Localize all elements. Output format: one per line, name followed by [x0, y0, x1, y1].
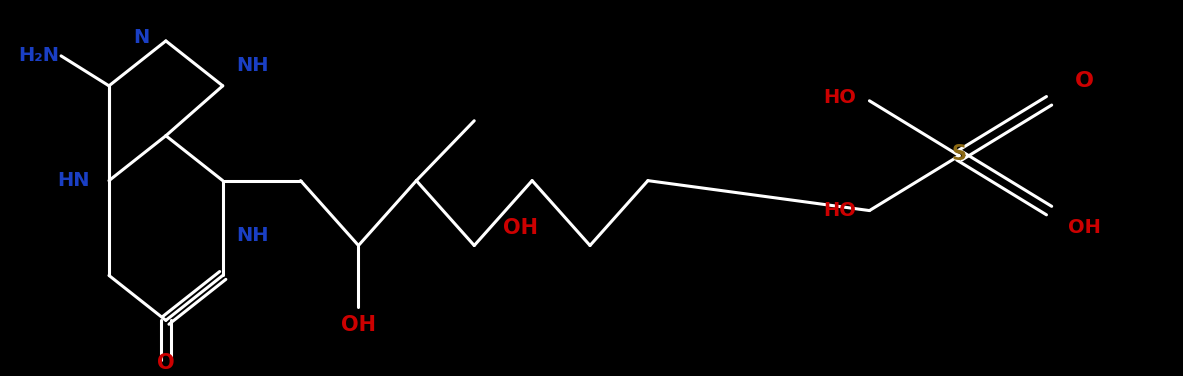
Text: HO: HO: [823, 88, 856, 107]
Text: OH: OH: [341, 315, 376, 335]
Text: O: O: [1074, 71, 1093, 91]
Text: O: O: [157, 353, 175, 373]
Text: OH: OH: [1067, 218, 1100, 237]
Text: HN: HN: [57, 171, 89, 190]
Text: OH: OH: [503, 218, 537, 238]
Text: NH: NH: [237, 226, 269, 245]
Text: HO: HO: [823, 201, 856, 220]
Text: S: S: [952, 144, 967, 164]
Text: H₂N: H₂N: [19, 46, 59, 65]
Text: N: N: [132, 29, 149, 47]
Text: NH: NH: [237, 56, 269, 75]
